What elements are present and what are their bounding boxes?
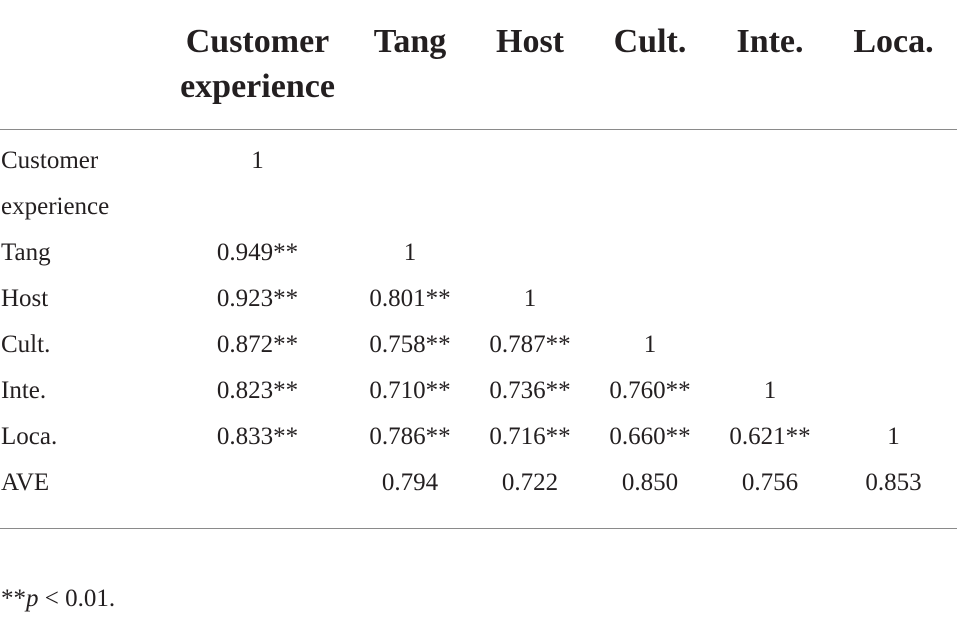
table-cell: 1 bbox=[251, 147, 264, 174]
table-cell: 0.758** bbox=[369, 331, 451, 358]
header-cell-cult: Cult. bbox=[590, 0, 710, 130]
table-row: Inte. 0.823** 0.710** 0.736** 0.760** 1 bbox=[0, 368, 957, 414]
header-cell-inte: Inte. bbox=[710, 0, 830, 130]
correlation-table: Customer experience Tang Host Cult. Inte… bbox=[0, 0, 957, 529]
table-cell: 0.823** bbox=[216, 377, 299, 404]
table-cell bbox=[590, 130, 710, 231]
table-cell: 1 bbox=[643, 331, 657, 358]
table-cell bbox=[590, 230, 710, 276]
table-cell bbox=[470, 230, 590, 276]
table-cell: 0.923** bbox=[216, 285, 299, 312]
table-cell: 0.621** bbox=[729, 423, 811, 450]
table-cell: 0.660** bbox=[609, 423, 691, 450]
table-cell: 0.801** bbox=[369, 285, 451, 312]
row-label: Cult. bbox=[1, 331, 51, 358]
table-cell: 0.736** bbox=[489, 377, 571, 404]
table-cell: 1 bbox=[403, 239, 417, 266]
table-header: Customer experience Tang Host Cult. Inte… bbox=[0, 0, 957, 130]
footnote-threshold: < 0.01. bbox=[38, 585, 116, 612]
row-label: Customer experience bbox=[1, 147, 110, 220]
table-row: Customer experience 1 bbox=[0, 130, 957, 231]
table-cell bbox=[830, 276, 957, 322]
table-cell: 0.949** bbox=[216, 239, 299, 266]
table-cell: 0.872** bbox=[216, 331, 299, 358]
row-label: Host bbox=[1, 285, 49, 312]
table-cell bbox=[590, 276, 710, 322]
table-cell bbox=[165, 460, 350, 529]
table-cell: 0.716** bbox=[489, 423, 571, 450]
table-cell: 0.760** bbox=[609, 377, 691, 404]
table-row: Host 0.923** 0.801** 1 bbox=[0, 276, 957, 322]
table-cell: 0.853 bbox=[830, 460, 957, 529]
header-cell-tang: Tang bbox=[350, 0, 470, 130]
table-cell: 1 bbox=[523, 285, 537, 312]
table-cell: 0.786** bbox=[369, 423, 451, 450]
table-row: Loca. 0.833** 0.786** 0.716** 0.660** 0.… bbox=[0, 414, 957, 460]
header-cell-empty bbox=[0, 0, 165, 130]
row-label: Inte. bbox=[1, 377, 47, 404]
table-cell: 0.756 bbox=[710, 460, 830, 529]
table-row: Cult. 0.872** 0.758** 0.787** 1 bbox=[0, 322, 957, 368]
table-cell: 1 bbox=[887, 423, 900, 450]
table-cell bbox=[710, 230, 830, 276]
table-cell bbox=[470, 130, 590, 231]
row-label: Loca. bbox=[1, 423, 58, 450]
table-cell bbox=[830, 322, 957, 368]
table-cell: 0.850 bbox=[590, 460, 710, 529]
table-cell bbox=[710, 322, 830, 368]
row-label: Tang bbox=[1, 239, 51, 266]
table-cell bbox=[830, 230, 957, 276]
header-cell-loca: Loca. bbox=[830, 0, 957, 130]
footnote-p-symbol: p bbox=[26, 585, 39, 612]
correlation-table-wrapper: Customer experience Tang Host Cult. Inte… bbox=[0, 0, 957, 529]
header-cell-customer-experience: Customer experience bbox=[165, 0, 350, 130]
header-cell-host: Host bbox=[470, 0, 590, 130]
table-cell bbox=[350, 130, 470, 231]
table-cell: 0.794 bbox=[350, 460, 470, 529]
table-cell: 0.710** bbox=[369, 377, 451, 404]
table-footnote: **p < 0.01. bbox=[1, 582, 115, 616]
table-cell bbox=[710, 276, 830, 322]
table-body: Customer experience 1 Tang 0.949** 1 Hos… bbox=[0, 130, 957, 529]
table-row: AVE 0.794 0.722 0.850 0.756 0.853 bbox=[0, 460, 957, 529]
table-cell: 0.833** bbox=[216, 423, 299, 450]
table-cell: 0.787** bbox=[489, 331, 571, 358]
table-cell bbox=[830, 368, 957, 414]
header-row: Customer experience Tang Host Cult. Inte… bbox=[0, 0, 957, 130]
footnote-stars: ** bbox=[1, 585, 26, 612]
table-cell bbox=[830, 130, 957, 231]
table-cell bbox=[710, 130, 830, 231]
table-cell: 0.722 bbox=[470, 460, 590, 529]
row-label: AVE bbox=[0, 460, 165, 529]
table-cell: 1 bbox=[763, 377, 777, 404]
table-row: Tang 0.949** 1 bbox=[0, 230, 957, 276]
